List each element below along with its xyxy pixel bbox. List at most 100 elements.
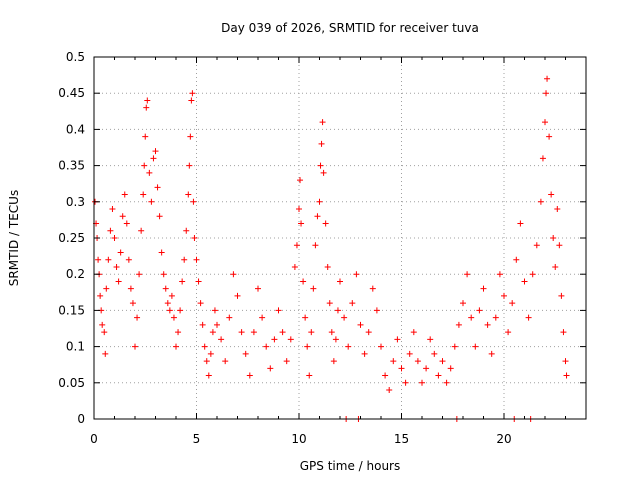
- data-point: [230, 271, 237, 278]
- x-tick-label: 10: [291, 432, 306, 446]
- data-point: [562, 358, 569, 365]
- data-point: [521, 278, 528, 285]
- data-point: [349, 300, 356, 307]
- data-point: [97, 292, 104, 299]
- data-point: [472, 343, 479, 350]
- data-point: [283, 358, 290, 365]
- data-point: [203, 358, 210, 365]
- data-point: [302, 314, 309, 321]
- data-point: [125, 256, 132, 263]
- data-point: [318, 140, 325, 147]
- data-point: [255, 285, 261, 292]
- data-point: [539, 155, 546, 162]
- x-tick-label: 0: [90, 432, 98, 446]
- data-point: [419, 379, 425, 386]
- data-point: [306, 372, 313, 379]
- x-tick-label: 5: [193, 432, 201, 446]
- data-point: [185, 191, 192, 198]
- data-point: [107, 227, 114, 234]
- data-point: [121, 191, 128, 198]
- data-point: [517, 220, 524, 227]
- data-point: [168, 292, 175, 299]
- data-point: [123, 220, 130, 227]
- data-point: [190, 198, 197, 205]
- y-tick-label: 0.05: [58, 376, 85, 390]
- data-point: [447, 365, 454, 372]
- data-point: [132, 343, 138, 350]
- data-point: [435, 372, 442, 379]
- data-point: [143, 104, 150, 111]
- data-point: [310, 285, 317, 292]
- data-point: [115, 278, 122, 285]
- data-point: [332, 336, 339, 343]
- x-tick-label: 15: [394, 432, 409, 446]
- plot-frame: [93, 56, 587, 420]
- data-point: [183, 227, 190, 234]
- data-point: [357, 321, 364, 328]
- data-point: [164, 300, 171, 307]
- data-point: [117, 249, 124, 256]
- data-point: [179, 278, 186, 285]
- data-point: [296, 206, 302, 213]
- data-points: [92, 75, 570, 422]
- data-point: [492, 314, 499, 321]
- y-tick-label: 0.3: [66, 195, 85, 209]
- data-point: [188, 97, 195, 104]
- data-point: [158, 249, 165, 256]
- y-tick-label: 0.25: [58, 231, 85, 245]
- data-point: [312, 242, 319, 249]
- data-point: [563, 372, 570, 379]
- x-axis: 0 5 10 15 20: [90, 57, 566, 446]
- data-point: [298, 220, 305, 227]
- data-point: [533, 242, 540, 249]
- data-point: [560, 329, 567, 336]
- data-point: [373, 307, 380, 314]
- y-tick-label: 0: [77, 412, 85, 426]
- data-point: [320, 169, 327, 176]
- x-tick-label: 20: [496, 432, 511, 446]
- data-point: [337, 278, 343, 285]
- data-point: [222, 358, 229, 365]
- data-point: [136, 271, 143, 278]
- data-point: [509, 300, 516, 307]
- data-point: [556, 242, 563, 249]
- data-point: [205, 372, 212, 379]
- data-point: [496, 271, 503, 278]
- data-point: [175, 329, 182, 336]
- data-point: [525, 314, 532, 321]
- data-point: [138, 227, 145, 234]
- data-point: [209, 329, 216, 336]
- data-point: [259, 314, 266, 321]
- data-point: [102, 350, 109, 357]
- data-point: [316, 198, 323, 205]
- data-point: [369, 285, 376, 292]
- data-point: [558, 292, 565, 299]
- data-point: [394, 336, 401, 343]
- data-point: [267, 365, 274, 372]
- data-point: [330, 358, 337, 365]
- data-point: [398, 365, 405, 372]
- y-tick-label: 0.15: [58, 303, 85, 317]
- data-point: [226, 314, 233, 321]
- data-point: [548, 191, 555, 198]
- data-point: [304, 343, 311, 350]
- data-point: [234, 292, 241, 299]
- data-point: [101, 329, 108, 336]
- data-point: [300, 278, 307, 285]
- data-point: [146, 169, 153, 176]
- data-point: [201, 343, 208, 350]
- y-tick-label: 0.2: [66, 267, 85, 281]
- data-point: [455, 321, 462, 328]
- data-point: [189, 90, 196, 97]
- data-point: [177, 307, 184, 314]
- data-point: [119, 213, 126, 220]
- y-tick-label: 0.1: [66, 340, 85, 354]
- data-point: [152, 148, 159, 155]
- data-point: [460, 300, 466, 307]
- data-point: [207, 350, 214, 357]
- data-point: [529, 271, 536, 278]
- data-point: [193, 256, 200, 263]
- data-point: [537, 198, 544, 205]
- data-point: [326, 300, 333, 307]
- data-point: [275, 307, 282, 314]
